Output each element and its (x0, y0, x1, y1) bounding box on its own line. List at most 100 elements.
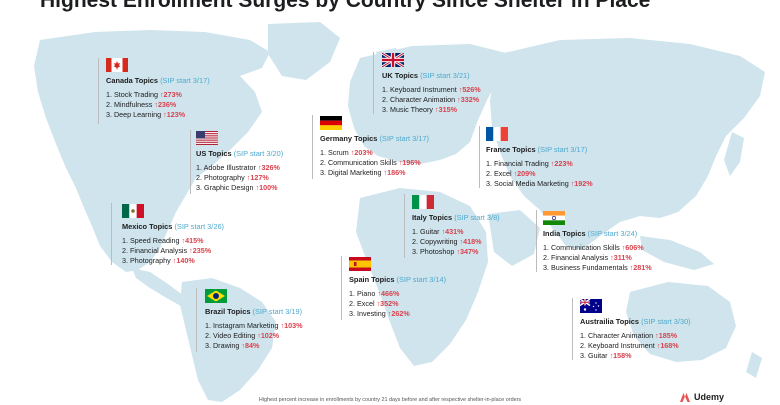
topic-increase: ↑526% (458, 85, 481, 94)
topic-increase: ↑203% (350, 148, 373, 157)
country-name: Austrailia Topics (580, 317, 640, 326)
topic-item: 2. Excel ↑209% (486, 169, 593, 179)
country-card-us: US Topics (SIP start 3/20) 1. Adobe Illu… (196, 131, 283, 193)
topic-item: 1. Communication Skills ↑606% (543, 243, 652, 253)
sip-start-date: (SIP start 3/21) (420, 71, 470, 80)
topic-item: 1. Character Animation ↑185% (580, 331, 691, 341)
country-card-india: India Topics (SIP start 3/24) 1. Communi… (543, 211, 652, 273)
topic-item: 2. Financial Analysis ↑235% (122, 246, 224, 256)
spain-flag-icon (349, 257, 371, 271)
topic-item: 3. Social Media Marketing ↑192% (486, 179, 593, 189)
udemy-logo-icon (680, 393, 690, 402)
topic-item: 1. Scrum ↑203% (320, 148, 429, 158)
topic-item: 3. Business Fundamentals ↑281% (543, 263, 652, 273)
country-name: Mexico Topics (122, 222, 173, 231)
topic-increase: ↑315% (435, 105, 457, 114)
topic-item: 1. Adobe Illustrator ↑326% (196, 163, 283, 173)
sip-start-date: (SIP start 3/17) (537, 145, 588, 154)
country-header: Austrailia Topics (SIP start 3/30) (580, 317, 691, 327)
topic-label: 2. Video Editing (205, 331, 256, 340)
topic-item: 2. Photography ↑127% (196, 173, 283, 183)
topic-label: 3. Digital Marketing (320, 168, 382, 177)
topic-item: 2. Communication Skills ↑196% (320, 158, 429, 168)
topic-label: 3. Graphic Design (196, 183, 254, 192)
sip-start-date: (SIP start 3/26) (174, 222, 225, 231)
topic-increase: ↑127% (246, 173, 269, 182)
country-header: France Topics (SIP start 3/17) (486, 145, 593, 155)
leader-line-india (536, 210, 537, 272)
topic-item: 1. Instagram Marketing ↑103% (205, 321, 303, 331)
topic-increase: ↑431% (441, 227, 464, 236)
topic-label: 1. Instagram Marketing (205, 321, 279, 330)
country-header: India Topics (SIP start 3/24) (543, 229, 652, 239)
germany-flag-icon (320, 116, 342, 130)
topic-label: 2. Excel (486, 169, 512, 178)
country-header: Germany Topics (SIP start 3/17) (320, 134, 429, 144)
topic-increase: ↑235% (189, 246, 212, 255)
topic-item: 1. Piano ↑466% (349, 289, 446, 299)
topic-label: 2. Excel (349, 299, 375, 308)
topic-label: 2. Mindfulness (106, 100, 153, 109)
topic-item: 2. Character Animation ↑332% (382, 95, 481, 105)
country-card-france: France Topics (SIP start 3/17) 1. Financ… (486, 127, 593, 189)
topic-increase: ↑332% (457, 95, 480, 104)
leader-line-uk (373, 52, 374, 114)
italy-flag-icon (412, 195, 434, 209)
india-flag-icon (543, 211, 565, 225)
topic-label: 1. Scrum (320, 148, 349, 157)
us-flag-icon (196, 131, 218, 145)
country-name: Canada Topics (106, 76, 159, 85)
topic-item: 2. Keyboard Instrument ↑168% (580, 341, 691, 351)
topic-increase: ↑100% (255, 183, 278, 192)
topic-item: 1. Guitar ↑431% (412, 227, 500, 237)
sip-start-date: (SIP start 3/24) (587, 229, 638, 238)
topic-item: 1. Speed Reading ↑415% (122, 236, 224, 246)
country-header: Spain Topics (SIP start 3/14) (349, 275, 446, 285)
topic-increase: ↑281% (629, 263, 652, 272)
country-name: US Topics (196, 149, 232, 158)
topic-label: 2. Photography (196, 173, 245, 182)
topic-increase: ↑168% (656, 341, 679, 350)
page-title: Highest Enrollment Surges by Country Sin… (40, 0, 651, 12)
france-flag-icon (486, 127, 508, 141)
topic-label: 2. Financial Analysis (122, 246, 188, 255)
topic-increase: ↑262% (387, 309, 410, 318)
country-card-brazil: Brazil Topics (SIP start 3/19) 1. Instag… (205, 289, 303, 351)
country-card-germany: Germany Topics (SIP start 3/17) 1. Scrum… (320, 116, 429, 178)
topic-label: 1. Keyboard Instrument (382, 85, 457, 94)
uk-flag-icon (382, 53, 404, 67)
leader-line-australia (572, 298, 573, 360)
country-name: India Topics (543, 229, 586, 238)
topic-increase: ↑466% (377, 289, 400, 298)
topic-item: 2. Copywriting ↑418% (412, 237, 500, 247)
topic-label: 3. Guitar (580, 351, 608, 360)
topic-item: 3. Photography ↑140% (122, 256, 224, 266)
topic-increase: ↑326% (257, 163, 280, 172)
topic-item: 3. Photoshop ↑347% (412, 247, 500, 257)
topic-increase: ↑123% (163, 110, 186, 119)
mexico-flag-icon (122, 204, 144, 218)
topic-label: 2. Communication Skills (320, 158, 397, 167)
country-header: Brazil Topics (SIP start 3/19) (205, 307, 303, 317)
topic-label: 3. Business Fundamentals (543, 263, 628, 272)
brand-name: Udemy (694, 392, 725, 402)
topic-item: 3. Deep Learning ↑123% (106, 110, 210, 120)
topic-label: 1. Character Animation (580, 331, 654, 340)
topic-label: 3. Music Theory (382, 105, 433, 114)
country-card-uk: UK Topics (SIP start 3/21) 1. Keyboard I… (382, 53, 481, 115)
topic-increase: ↑415% (181, 236, 204, 245)
topic-label: 2. Keyboard Instrument (580, 341, 655, 350)
topic-item: 3. Graphic Design ↑100% (196, 183, 283, 193)
australia-flag-icon (580, 299, 602, 313)
topic-increase: ↑186% (383, 168, 406, 177)
topic-increase: ↑102% (257, 331, 280, 340)
country-name: UK Topics (382, 71, 418, 80)
topic-increase: ↑196% (398, 158, 421, 167)
topic-label: 3. Deep Learning (106, 110, 162, 119)
sip-start-date: (SIP start 3/17) (379, 134, 430, 143)
country-card-canada: Canada Topics (SIP start 3/17) 1. Stock … (106, 58, 210, 120)
canada-flag-icon (106, 58, 128, 72)
topic-label: 1. Speed Reading (122, 236, 180, 245)
sip-start-date: (SIP start 3/19) (252, 307, 303, 316)
topic-item: 1. Stock Trading ↑273% (106, 90, 210, 100)
